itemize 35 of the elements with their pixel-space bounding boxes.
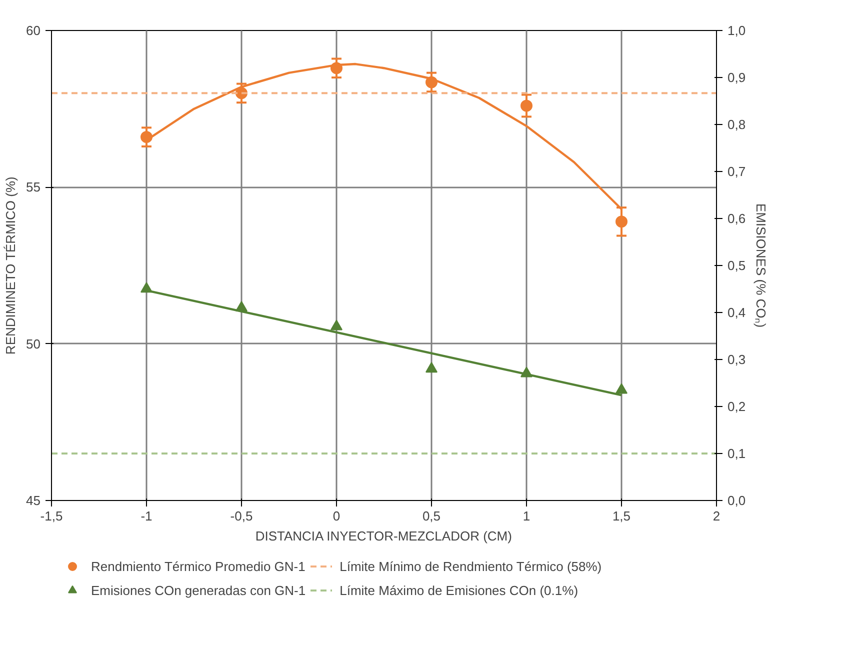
y-tick-label: 55 (26, 180, 41, 195)
legend-label: Emisiones COn generadas con GN-1 (91, 582, 306, 598)
y2-axis-title: EMISIONES (% COₙ) (754, 203, 769, 328)
x-tick-label: 0,5 (422, 508, 441, 524)
x-axis-title: DISTANCIA INYECTOR-MEZCLADOR (CM) (255, 528, 512, 544)
y2-tick-label: 0,5 (728, 258, 746, 273)
y-tick-label: 50 (26, 336, 41, 352)
x-tick-label: 1 (522, 508, 530, 524)
x-tick-label: 0 (332, 508, 340, 524)
point (520, 100, 532, 112)
y2-tick-label: 0,3 (728, 352, 746, 367)
legend-label: Rendmiento Térmico Promedio GN-1 (91, 558, 306, 574)
x-tick-label: -1,5 (40, 508, 63, 524)
legend-label: Límite Máximo de Emisiones COn (0.1%) (340, 582, 578, 598)
y2-tick-label: 0,9 (728, 70, 746, 85)
y2-tick-label: 0,6 (728, 211, 746, 226)
x-tick-label: 1,5 (612, 508, 631, 524)
y2-tick-label: 0,0 (728, 493, 746, 508)
y2-tick-label: 0,8 (728, 117, 746, 132)
point (330, 320, 342, 330)
y-tick-label: 45 (26, 493, 41, 508)
x-tick-label: -0,5 (230, 508, 253, 524)
point (426, 362, 438, 373)
y2-tick-label: 0,4 (728, 305, 746, 320)
point (616, 383, 628, 394)
x-tick-label: 2 (712, 508, 720, 524)
y2-tick-label: 0,7 (728, 164, 746, 179)
point (616, 216, 628, 228)
legend-label: Límite Mínimo de Rendmiento Térmico (58%) (340, 558, 602, 574)
y-axis-title: RENDIMINETO TÉRMICO (%) (3, 176, 18, 355)
y2-tick-label: 0,2 (728, 399, 746, 414)
y2-tick-label: 1,0 (728, 23, 746, 38)
y-tick-label: 60 (26, 23, 41, 38)
x-tick-label: -1 (140, 508, 152, 524)
y2-tick-label: 0,1 (728, 446, 746, 461)
